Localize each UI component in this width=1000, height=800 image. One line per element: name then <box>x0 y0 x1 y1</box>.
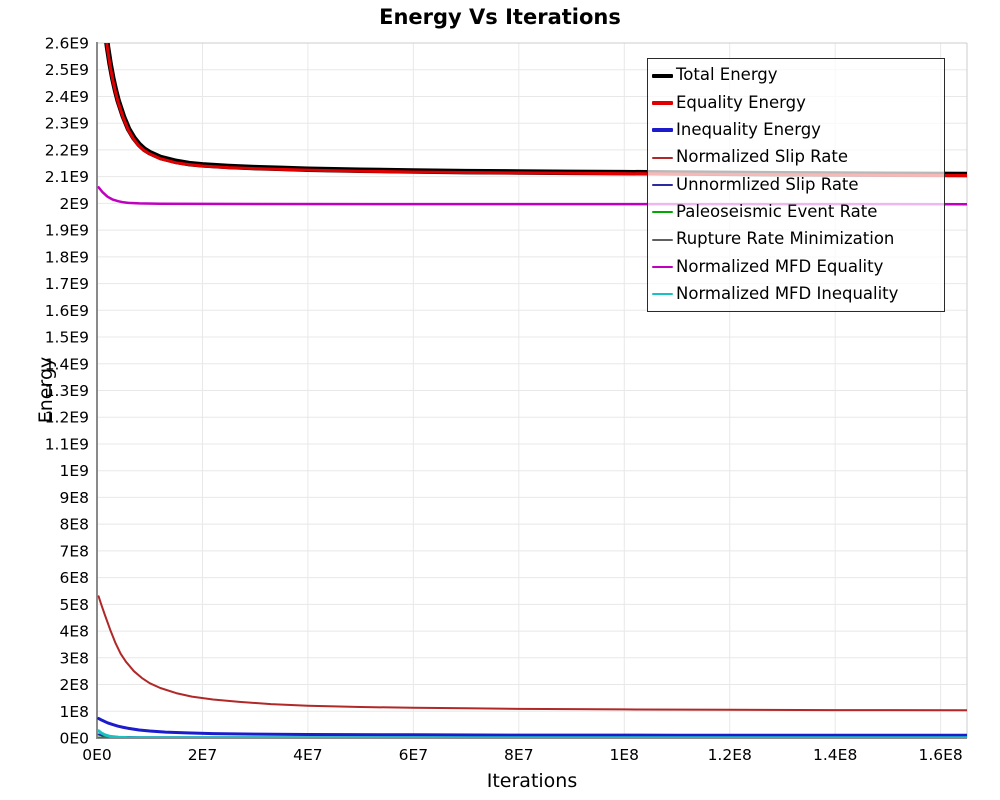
legend-item: Paleoseismic Event Rate <box>652 204 940 221</box>
legend-label: Equality Energy <box>676 92 806 112</box>
y-tick-label: 2.6E9 <box>45 35 89 53</box>
series-line-normalized-slip-rate <box>97 595 967 712</box>
y-tick-label: 9E8 <box>59 489 89 507</box>
x-tick-label: 0E0 <box>82 746 112 764</box>
legend-label: Normalized Slip Rate <box>676 147 849 167</box>
x-tick-label: 2E7 <box>188 746 218 764</box>
y-tick-label: 0E0 <box>59 730 89 748</box>
y-tick-label: 2E8 <box>59 676 89 694</box>
legend-label: Normalized MFD Inequality <box>676 284 899 304</box>
y-tick-label: 1E9 <box>59 462 89 480</box>
y-tick-label: 1.9E9 <box>45 222 89 240</box>
x-tick-label: 1E8 <box>610 746 640 764</box>
y-tick-label: 2E9 <box>59 195 89 213</box>
y-tick-label: 8E8 <box>59 516 89 534</box>
legend-item: Equality Energy <box>652 92 940 112</box>
legend-item: Normalized MFD Equality <box>652 256 940 276</box>
x-tick-label: 8E7 <box>504 746 534 764</box>
y-tick-label: 2.1E9 <box>45 168 89 186</box>
legend-label: Paleoseismic Event Rate <box>676 202 878 222</box>
y-tick-label: 6E8 <box>59 569 89 587</box>
x-tick-label: 1.6E8 <box>918 746 962 764</box>
x-axis-title: Iterations <box>486 770 578 792</box>
x-tick-label: 4E7 <box>293 746 323 764</box>
legend-label: Total Energy <box>676 65 778 85</box>
y-tick-label: 1.2E9 <box>45 409 89 427</box>
legend-swatch-line <box>652 183 673 186</box>
series-line-inequality-energy <box>97 717 967 737</box>
y-tick-label: 1.7E9 <box>45 275 89 293</box>
y-tick-label: 4E8 <box>59 623 89 641</box>
legend-swatch-line <box>652 100 673 105</box>
x-tick-label: 1.2E8 <box>708 746 752 764</box>
series-line-normalized-mfd-inequality <box>97 729 967 738</box>
legend-label: Unnormlized Slip Rate <box>676 174 859 194</box>
y-tick-label: 2.4E9 <box>45 88 89 106</box>
y-tick-label: 1.5E9 <box>45 329 89 347</box>
y-tick-label: 3E8 <box>59 649 89 667</box>
y-tick-label: 1.6E9 <box>45 302 89 320</box>
legend-box: Total Energy Equality Energy Inequality En… <box>647 58 945 312</box>
legend-swatch-line <box>652 128 673 133</box>
y-tick-label: 1.1E9 <box>45 435 89 453</box>
y-tick-label: 7E8 <box>59 542 89 560</box>
y-tick-label: 2.2E9 <box>45 141 89 159</box>
legend-item: Rupture Rate Minimization <box>652 231 940 248</box>
x-tick-label: 6E7 <box>399 746 429 764</box>
legend-item: Inequality Energy <box>652 122 940 139</box>
legend-swatch-line <box>652 293 673 296</box>
legend-item: Total Energy <box>652 67 940 84</box>
x-tick-label: 1.4E8 <box>813 746 857 764</box>
legend-label: Inequality Energy <box>676 120 821 140</box>
y-tick-label: 2.5E9 <box>45 61 89 79</box>
legend-swatch-line <box>652 265 673 268</box>
legend-swatch-line <box>652 211 673 214</box>
y-tick-label: 5E8 <box>59 596 89 614</box>
legend-label: Normalized MFD Equality <box>676 256 884 276</box>
legend-label: Rupture Rate Minimization <box>676 229 895 249</box>
legend-swatch-line <box>652 238 673 241</box>
y-tick-label: 1.4E9 <box>45 355 89 373</box>
y-tick-label: 1E8 <box>59 703 89 721</box>
series-line-normalized-mfd-equality <box>97 186 967 206</box>
chart-title: Energy Vs Iterations <box>379 5 621 29</box>
legend-item: Normalized MFD Inequality <box>652 286 940 303</box>
legend-swatch-line <box>652 156 673 159</box>
legend-item: Unnormlized Slip Rate <box>652 174 940 194</box>
y-tick-label: 2.3E9 <box>45 115 89 133</box>
y-tick-label: 1.8E9 <box>45 248 89 266</box>
y-tick-label: 1.3E9 <box>45 382 89 400</box>
legend-swatch-line <box>652 73 673 78</box>
legend-item: Normalized Slip Rate <box>652 149 940 166</box>
